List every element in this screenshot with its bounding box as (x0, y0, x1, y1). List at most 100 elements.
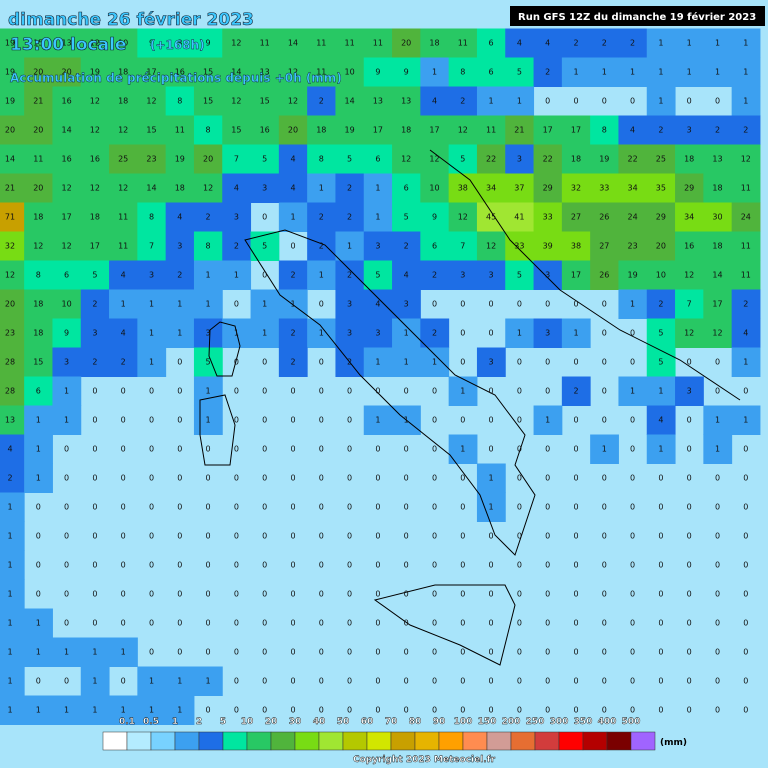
grid-value: 15 (203, 97, 213, 106)
grid-value: 15 (260, 97, 270, 106)
grid-value: 12 (118, 126, 128, 135)
grid-value: 5 (658, 358, 663, 367)
grid-value: 0 (262, 474, 267, 483)
precip-cell (0, 173, 25, 203)
grid-value: 0 (64, 503, 69, 512)
grid-value: 1 (545, 416, 550, 425)
grid-value: 0 (290, 706, 295, 715)
grid-value: 15 (146, 126, 156, 135)
grid-value: 0 (262, 416, 267, 425)
grid-value: 0 (375, 532, 380, 541)
grid-value: 0 (290, 590, 295, 599)
grid-value: 17 (571, 126, 581, 135)
precip-cell (392, 144, 421, 174)
grid-value: 1 (206, 416, 211, 425)
grid-value: 0 (630, 416, 635, 425)
precip-cell (420, 347, 450, 377)
grid-value: 0 (290, 561, 295, 570)
grid-value: 0 (460, 706, 465, 715)
cells (0, 28, 761, 725)
grid-value: 5 (206, 358, 211, 367)
grid-value: 0 (404, 619, 409, 628)
precip-cell (80, 202, 110, 232)
precip-cell (0, 666, 25, 696)
grid-value: 2 (743, 126, 748, 135)
legend-unit: (mm) (660, 738, 687, 748)
precip-cell (24, 695, 53, 725)
grid-value: 1 (36, 648, 41, 657)
grid-value: 1 (375, 416, 380, 425)
grid-value: 1 (36, 474, 41, 483)
precip-cell (0, 434, 25, 464)
grid-value: 1 (7, 590, 12, 599)
grid-value: 17 (429, 126, 439, 135)
grid-value: 15 (203, 68, 213, 77)
precip-cell (646, 376, 676, 406)
precip-cell (646, 173, 676, 203)
precip-cell (109, 289, 138, 319)
grid-value: 0 (92, 387, 97, 396)
grid-value: 0 (290, 532, 295, 541)
legend-swatch (102, 731, 128, 751)
precip-cell (165, 666, 195, 696)
grid-value: 0 (743, 387, 748, 396)
grid-value: 0 (234, 590, 239, 599)
grid-value: 0 (234, 706, 239, 715)
precip-cell (505, 28, 535, 58)
precip-cell (505, 173, 535, 203)
precip-cell (193, 405, 223, 435)
precip-cell (137, 202, 167, 232)
grid-value: 1 (404, 358, 409, 367)
precip-cell (590, 202, 619, 232)
grid-value: 0 (347, 619, 352, 628)
grid-value: 0 (121, 416, 126, 425)
precip-cell (363, 57, 393, 87)
precip-cell (193, 144, 223, 174)
grid-value: 0 (715, 387, 720, 396)
grid-value: 0 (630, 706, 635, 715)
grid-value: 0 (121, 532, 126, 541)
grid-value: 0 (489, 561, 494, 570)
precip-cell (80, 144, 110, 174)
precip-cell (731, 202, 761, 232)
grid-value: 2 (347, 213, 352, 222)
grid-value: 9 (404, 68, 409, 77)
grid-value: 0 (573, 358, 578, 367)
grid-value: 1 (149, 706, 154, 715)
grid-value: 0 (404, 474, 409, 483)
grid-value: 0 (375, 561, 380, 570)
precip-cell (137, 86, 167, 116)
grid-value: 0 (262, 213, 267, 222)
precip-cell (703, 318, 733, 348)
grid-value: 11 (33, 155, 43, 164)
grid-value: 3 (460, 271, 465, 280)
grid-value: 0 (573, 619, 578, 628)
grid-value: 1 (743, 68, 748, 77)
precip-cell (448, 86, 478, 116)
precip-cell (307, 57, 336, 87)
precip-cell (392, 173, 421, 203)
grid-value: 0 (177, 503, 182, 512)
grid-value: 9 (64, 329, 69, 338)
run-box (510, 6, 765, 26)
grid-value: 1 (404, 329, 409, 338)
grid-value: 0 (743, 474, 748, 483)
grid-value: 0 (545, 706, 550, 715)
precip-cell (618, 289, 648, 319)
grid-value: 0 (177, 561, 182, 570)
precip-cell (80, 231, 110, 261)
precip-cell (137, 695, 167, 725)
grid-value: 0 (234, 503, 239, 512)
grid-value: 0 (489, 445, 494, 454)
grid-value: 0 (743, 503, 748, 512)
grid-value: 11 (373, 39, 383, 48)
precip-cell (0, 28, 25, 58)
precip-cell (0, 202, 25, 232)
grid-value: 0 (149, 561, 154, 570)
grid-value: 4 (404, 271, 409, 280)
legend-label: 200 (502, 717, 521, 727)
grid-value: 0 (630, 677, 635, 686)
precip-cell (24, 57, 53, 87)
grid-value: 1 (658, 387, 663, 396)
grid-value: 0 (121, 474, 126, 483)
